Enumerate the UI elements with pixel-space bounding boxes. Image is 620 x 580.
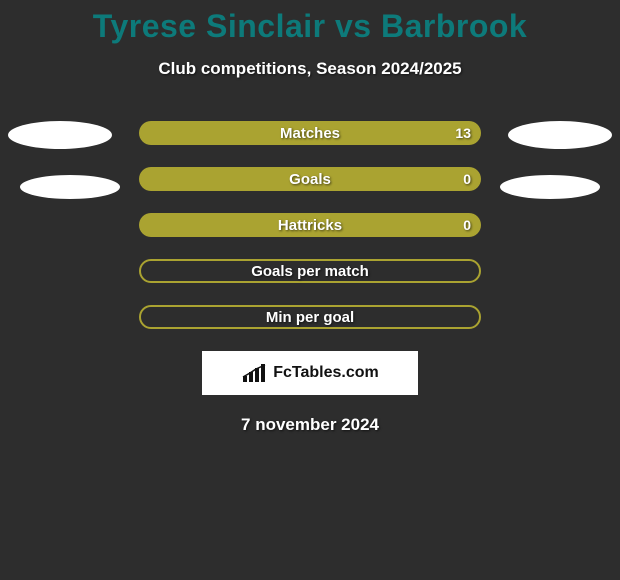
bars-icon bbox=[241, 362, 269, 384]
logo-box: FcTables.com bbox=[202, 351, 418, 395]
stat-value-right: 0 bbox=[463, 217, 471, 233]
stat-row: Matches 13 bbox=[139, 121, 481, 145]
page-title: Tyrese Sinclair vs Barbrook bbox=[0, 8, 620, 45]
fctables-logo: FcTables.com bbox=[241, 362, 379, 384]
stat-label: Min per goal bbox=[266, 309, 354, 326]
stat-value-right: 0 bbox=[463, 171, 471, 187]
stat-value-right: 13 bbox=[455, 125, 471, 141]
logo-text: FcTables.com bbox=[273, 364, 379, 382]
stat-row: Goals 0 bbox=[139, 167, 481, 191]
comparison-card: Tyrese Sinclair vs Barbrook Club competi… bbox=[0, 0, 620, 435]
player-avatar-placeholder bbox=[508, 121, 612, 149]
stat-label: Hattricks bbox=[278, 217, 342, 234]
stat-label: Goals per match bbox=[251, 263, 369, 280]
stat-row: Hattricks 0 bbox=[139, 213, 481, 237]
stat-row: Goals per match bbox=[139, 259, 481, 283]
player-avatar-placeholder bbox=[20, 175, 120, 199]
player-avatar-placeholder bbox=[8, 121, 112, 149]
stat-row: Min per goal bbox=[139, 305, 481, 329]
stat-label: Goals bbox=[289, 171, 331, 188]
stat-label: Matches bbox=[280, 125, 340, 142]
player-avatar-placeholder bbox=[500, 175, 600, 199]
date-label: 7 november 2024 bbox=[0, 415, 620, 435]
subtitle: Club competitions, Season 2024/2025 bbox=[0, 59, 620, 79]
stats-area: Matches 13 Goals 0 Hattricks 0 Goals per match… bbox=[0, 121, 620, 329]
